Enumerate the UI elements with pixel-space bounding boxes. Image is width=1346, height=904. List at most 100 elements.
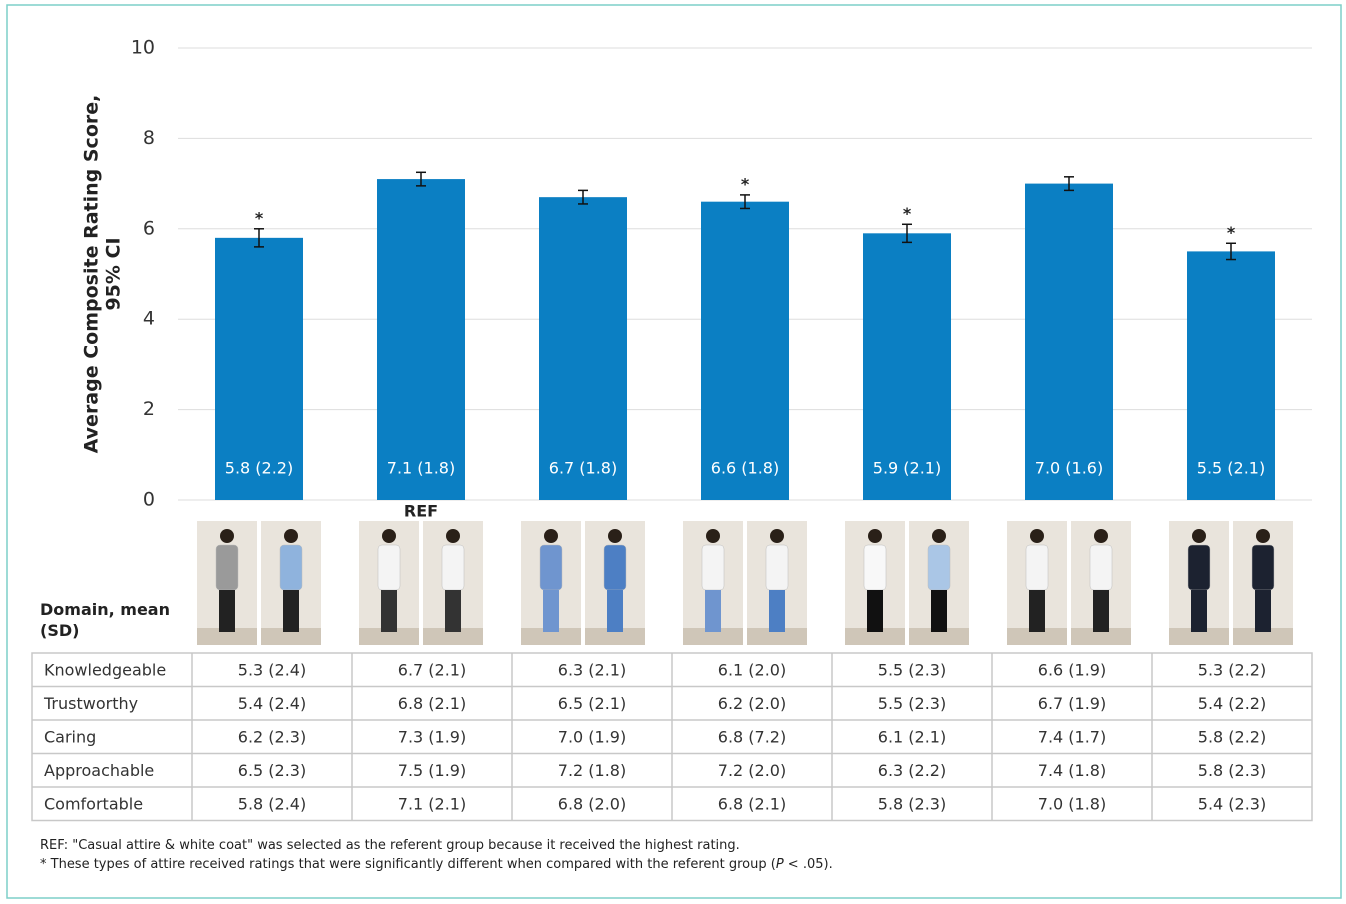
table-cell: 7.4 (1.8) bbox=[1038, 761, 1106, 780]
data-label: 7.1 (1.8) bbox=[387, 459, 455, 478]
data-label: 5.5 (2.1) bbox=[1197, 459, 1265, 478]
row-label: Caring bbox=[44, 727, 96, 746]
error-bar bbox=[740, 194, 750, 210]
y-tick-label: 0 bbox=[143, 489, 155, 511]
table-cell: 6.7 (1.9) bbox=[1038, 694, 1106, 713]
person-legs bbox=[867, 590, 883, 632]
photo-floor bbox=[909, 628, 969, 645]
person-head bbox=[1094, 529, 1108, 543]
person-head bbox=[1192, 529, 1206, 543]
table-cell: 5.8 (2.2) bbox=[1198, 727, 1266, 746]
table-cell: 5.3 (2.2) bbox=[1198, 660, 1266, 679]
table-cell: 7.5 (1.9) bbox=[398, 761, 466, 780]
person-legs bbox=[769, 590, 785, 632]
footnote-part: REF: "Casual attire & white coat" was se… bbox=[40, 838, 740, 853]
person-top bbox=[603, 544, 627, 591]
photo-floor bbox=[197, 628, 257, 645]
table-cell: 6.5 (2.1) bbox=[558, 694, 626, 713]
person-legs bbox=[283, 590, 299, 632]
table-cell: 6.1 (2.1) bbox=[878, 727, 946, 746]
table-cell: 6.8 (2.1) bbox=[398, 694, 466, 713]
error-bar bbox=[1226, 242, 1236, 261]
photo-floor bbox=[423, 628, 483, 645]
significance-marker: * bbox=[255, 208, 264, 227]
person-top bbox=[1089, 544, 1113, 591]
table-cell: 6.1 (2.0) bbox=[718, 660, 786, 679]
row-label: Comfortable bbox=[44, 794, 143, 813]
bar bbox=[539, 197, 627, 500]
photo-floor bbox=[1071, 628, 1131, 645]
error-bar bbox=[902, 223, 912, 244]
person-top bbox=[279, 544, 303, 591]
photo-floor bbox=[683, 628, 743, 645]
person-top bbox=[1187, 544, 1211, 591]
person-legs bbox=[543, 590, 559, 632]
significance-marker: * bbox=[903, 204, 912, 223]
bar bbox=[215, 237, 303, 500]
photo-floor bbox=[1233, 628, 1293, 645]
table-cell: 6.8 (7.2) bbox=[718, 727, 786, 746]
table-cell: 6.2 (2.0) bbox=[718, 694, 786, 713]
photo-floor bbox=[359, 628, 419, 645]
person-head bbox=[220, 529, 234, 543]
person-top bbox=[441, 544, 465, 591]
person-head bbox=[932, 529, 946, 543]
y-tick-label: 2 bbox=[143, 398, 155, 420]
person-head bbox=[608, 529, 622, 543]
bar bbox=[863, 233, 951, 500]
person-top bbox=[1251, 544, 1275, 591]
y-axis-label: Average Composite Rating Score, 95% CI bbox=[81, 95, 125, 454]
footnote-part: * These types of attire received ratings… bbox=[40, 857, 776, 872]
table-cell: 5.4 (2.4) bbox=[238, 694, 306, 713]
table-cell: 5.8 (2.3) bbox=[1198, 761, 1266, 780]
footnote: REF: "Casual attire & white coat" was se… bbox=[40, 838, 740, 853]
person-top bbox=[377, 544, 401, 591]
table-cell: 6.3 (2.2) bbox=[878, 761, 946, 780]
photo-floor bbox=[1169, 628, 1229, 645]
y-axis-label-line: 95% CI bbox=[103, 237, 125, 310]
table-cell: 7.2 (1.8) bbox=[558, 761, 626, 780]
table-cell: 5.5 (2.3) bbox=[878, 660, 946, 679]
photo-floor bbox=[747, 628, 807, 645]
table-cell: 7.0 (1.8) bbox=[1038, 794, 1106, 813]
table-cell: 6.2 (2.3) bbox=[238, 727, 306, 746]
person-legs bbox=[381, 590, 397, 632]
data-label: 7.0 (1.6) bbox=[1035, 459, 1103, 478]
person-top bbox=[215, 544, 239, 591]
table-cell: 5.3 (2.4) bbox=[238, 660, 306, 679]
table-cell: 5.8 (2.3) bbox=[878, 794, 946, 813]
row-label: Approachable bbox=[44, 761, 154, 780]
data-label: 5.8 (2.2) bbox=[225, 459, 293, 478]
person-head bbox=[382, 529, 396, 543]
photo-floor bbox=[1007, 628, 1067, 645]
y-tick-label: 4 bbox=[143, 308, 155, 330]
person-head bbox=[770, 529, 784, 543]
table-cell: 6.5 (2.3) bbox=[238, 761, 306, 780]
y-tick-label: 8 bbox=[143, 127, 155, 149]
person-top bbox=[1025, 544, 1049, 591]
photo-floor bbox=[521, 628, 581, 645]
table-cell: 6.7 (2.1) bbox=[398, 660, 466, 679]
photo-floor bbox=[845, 628, 905, 645]
table-cell: 7.3 (1.9) bbox=[398, 727, 466, 746]
table-cell: 7.2 (2.0) bbox=[718, 761, 786, 780]
frame bbox=[6, 4, 1342, 899]
row-label: Knowledgeable bbox=[44, 660, 166, 679]
table-cell: 5.5 (2.3) bbox=[878, 694, 946, 713]
data-label: 6.6 (1.8) bbox=[711, 459, 779, 478]
person-legs bbox=[1191, 590, 1207, 632]
person-top bbox=[765, 544, 789, 591]
person-head bbox=[1256, 529, 1270, 543]
person-legs bbox=[1093, 590, 1109, 632]
person-legs bbox=[931, 590, 947, 632]
data-label: 5.9 (2.1) bbox=[873, 459, 941, 478]
person-head bbox=[544, 529, 558, 543]
table-cell: 5.4 (2.2) bbox=[1198, 694, 1266, 713]
y-tick-label: 6 bbox=[143, 217, 155, 239]
table-cell: 7.4 (1.7) bbox=[1038, 727, 1106, 746]
person-top bbox=[701, 544, 725, 591]
footnote-part: < .05). bbox=[784, 857, 833, 872]
significance-marker: * bbox=[741, 174, 750, 193]
bar bbox=[1025, 183, 1113, 500]
person-head bbox=[706, 529, 720, 543]
